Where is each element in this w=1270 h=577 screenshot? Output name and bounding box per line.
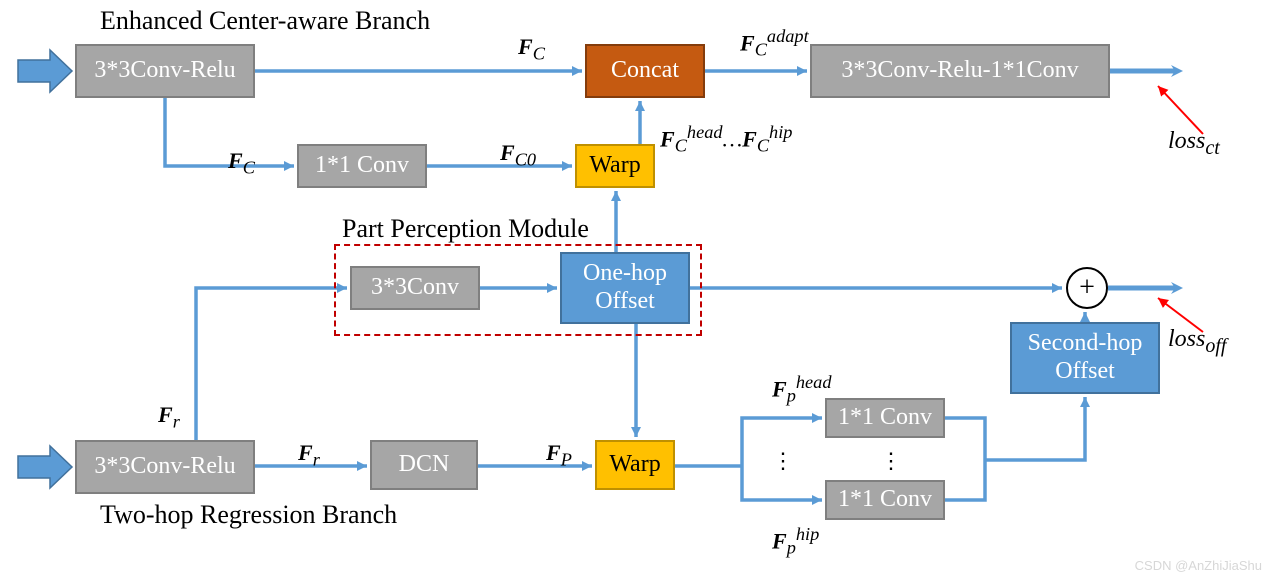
label-vdots1: ⋮ (772, 448, 794, 474)
label-Fc_heads: FChead…FChip (660, 122, 792, 157)
conv11_b2-box: 1*1 Conv (825, 480, 945, 520)
title-ppm: Part Perception Module (342, 214, 589, 244)
conv_relu_top-box: 3*3Conv-Relu (75, 44, 255, 98)
label-Fc_adapt: FCadapt (740, 26, 809, 61)
title-bottom-branch: Two-hop Regression Branch (100, 500, 397, 530)
input-arrow-top (18, 50, 72, 92)
label-Fc_top: FC (518, 34, 545, 64)
label-loss_ct: lossct (1168, 128, 1220, 160)
label-Fp_hip: Fphip (772, 524, 819, 559)
concat-box: Concat (585, 44, 705, 98)
warp_b-box: Warp (595, 440, 675, 490)
label-Fc_mid: FC (228, 148, 255, 178)
conv_relu_bot-box: 3*3Conv-Relu (75, 440, 255, 494)
conv11_a-box: 1*1 Conv (297, 144, 427, 188)
label-Fp: FP (546, 440, 572, 470)
label-Fr_right: Fr (298, 440, 320, 470)
input-arrow-bottom (18, 446, 72, 488)
warp_a-box: Warp (575, 144, 655, 188)
conv11_b1-box: 1*1 Conv (825, 398, 945, 438)
title-top-branch: Enhanced Center-aware Branch (100, 6, 430, 36)
label-vdots2: ⋮ (880, 448, 902, 474)
conv_relu_11-box: 3*3Conv-Relu-1*1Conv (810, 44, 1110, 98)
label-Fp_head: Fphead (772, 372, 832, 407)
label-Fr_up: Fr (158, 402, 180, 432)
label-Fc0: FC0 (500, 140, 536, 170)
part-perception-module-region (334, 244, 702, 336)
label-loss_off: lossoff (1168, 326, 1226, 358)
sum-node: + (1066, 267, 1108, 309)
dcn-box: DCN (370, 440, 478, 490)
watermark: CSDN @AnZhiJiaShu (1135, 558, 1262, 573)
secondhop-box: Second-hop Offset (1010, 322, 1160, 394)
